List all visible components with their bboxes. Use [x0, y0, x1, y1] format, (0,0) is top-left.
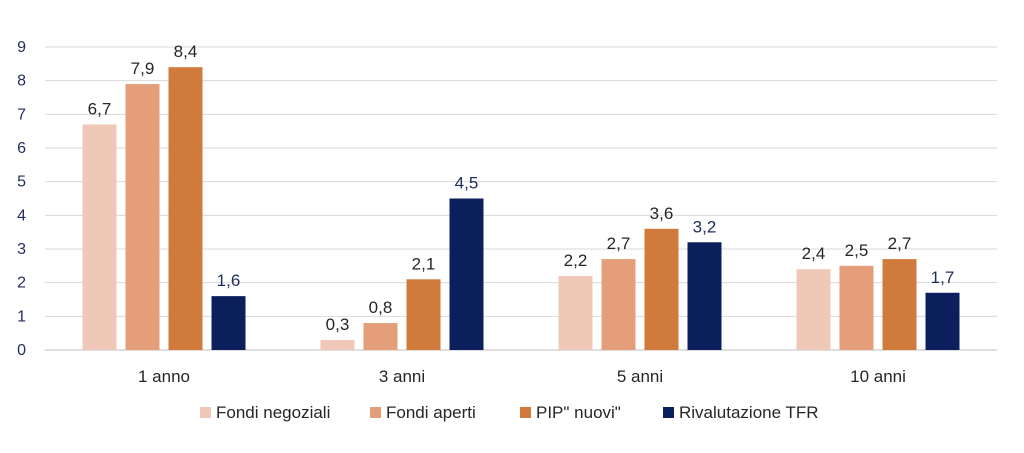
data-label: 2,7 [607, 234, 631, 253]
bar [363, 323, 398, 350]
data-label: 0,8 [369, 298, 393, 317]
data-label: 2,5 [845, 241, 869, 260]
bars [82, 67, 960, 351]
legend-swatch [520, 407, 531, 418]
bar [211, 296, 246, 350]
bar [449, 198, 484, 350]
data-label: 6,7 [88, 99, 112, 118]
bar [687, 242, 722, 350]
bar [125, 84, 160, 351]
y-tick-label: 5 [17, 174, 26, 191]
y-tick-label: 9 [17, 39, 26, 56]
bar [882, 259, 917, 350]
data-label: 8,4 [174, 42, 198, 61]
bar [558, 275, 593, 350]
bar [601, 259, 636, 350]
legend-swatch [200, 407, 211, 418]
y-axis-ticks: 0 1 2 3 4 5 6 7 8 9 [17, 39, 26, 359]
y-tick-label: 3 [17, 241, 26, 258]
x-axis-ticks: 1 anno 3 anni 5 anni 10 anni [138, 367, 906, 386]
data-label: 2,1 [412, 254, 436, 273]
data-label: 3,6 [650, 204, 674, 223]
x-tick-label: 1 anno [138, 367, 190, 386]
y-tick-label: 0 [17, 342, 26, 359]
bar [168, 67, 203, 350]
y-tick-label: 8 [17, 73, 26, 90]
legend: Fondi negoziali Fondi aperti PIP" nuovi" Ri… [200, 403, 819, 422]
legend-label: PIP" nuovi" [536, 403, 621, 422]
data-label: 4,5 [455, 174, 479, 193]
bar [796, 269, 831, 350]
x-tick-label: 5 anni [617, 367, 663, 386]
legend-label: Rivalutazione TFR [679, 403, 819, 422]
legend-swatch [370, 407, 381, 418]
bar [406, 279, 441, 350]
data-label: 2,2 [564, 251, 588, 270]
y-tick-label: 6 [17, 140, 26, 157]
data-label: 2,7 [888, 234, 912, 253]
data-label: 1,6 [217, 271, 241, 290]
y-tick-label: 7 [17, 106, 26, 123]
data-label: 3,2 [693, 217, 717, 236]
legend-label: Fondi aperti [386, 403, 476, 422]
legend-swatch [663, 407, 674, 418]
bar [839, 265, 874, 350]
y-tick-label: 4 [17, 207, 26, 224]
bar [82, 124, 117, 350]
bar [644, 228, 679, 350]
y-tick-label: 2 [17, 275, 26, 292]
data-label: 2,4 [802, 244, 826, 263]
bar [925, 292, 960, 350]
bar [320, 339, 355, 350]
x-tick-label: 10 anni [850, 367, 906, 386]
data-label: 0,3 [326, 315, 350, 334]
data-labels: 6,7 7,9 8,4 1,6 0,3 0,8 2,1 4,5 2,2 2,7 3,6 3,2 2,4 2… [88, 42, 955, 334]
legend-label: Fondi negoziali [216, 403, 330, 422]
data-label: 1,7 [931, 268, 955, 287]
gridlines [45, 46, 997, 351]
y-tick-label: 1 [17, 308, 26, 325]
x-tick-label: 3 anni [379, 367, 425, 386]
data-label: 7,9 [131, 59, 155, 78]
